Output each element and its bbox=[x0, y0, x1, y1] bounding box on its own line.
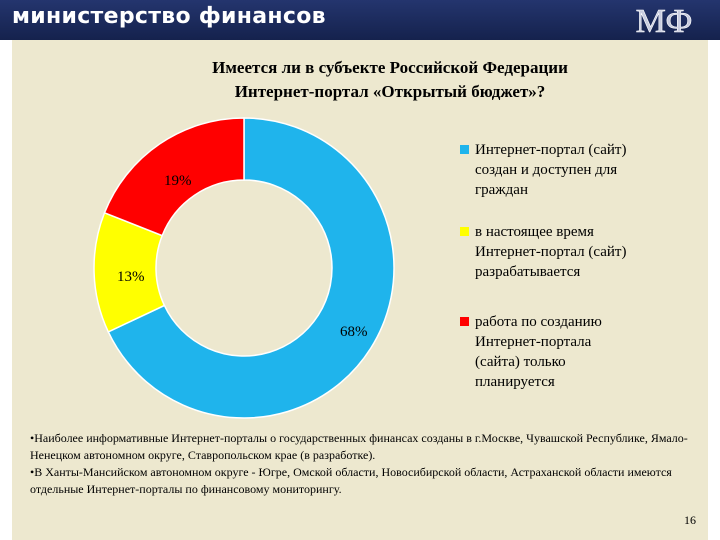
header-bar: министерство финансов МФ bbox=[0, 0, 720, 40]
legend-label-line: (сайта) только bbox=[475, 354, 566, 370]
legend-label: Интернет-портал (сайт) создан и доступен … bbox=[475, 140, 690, 200]
note-2: •В Ханты-Мансийском автономном округе - … bbox=[30, 465, 672, 496]
legend-label-line: Интернет-портала bbox=[475, 334, 592, 350]
slice-label-1: 68% bbox=[340, 324, 368, 340]
slice-label-3: 19% bbox=[164, 173, 192, 189]
slide-title: Имеется ли в субъекте Российской Федерац… bbox=[0, 56, 720, 104]
legend-swatch bbox=[460, 317, 469, 326]
doughnut-slice-1 bbox=[107, 117, 395, 419]
doughnut-slice-3 bbox=[103, 117, 245, 237]
note-1: •Наиболее информативные Интернет-порталы… bbox=[30, 431, 688, 462]
legend-label-line: создан и доступен для bbox=[475, 162, 618, 178]
title-line-1: Имеется ли в субъекте Российской Федерац… bbox=[212, 58, 568, 77]
legend-label-line: Интернет-портал (сайт) bbox=[475, 244, 627, 260]
legend-label: в настоящее время Интернет-портал (сайт) р… bbox=[475, 222, 690, 282]
legend-label-line: граждан bbox=[475, 182, 528, 198]
legend-label: работа по созданию Интернет-портала (сайта… bbox=[475, 312, 690, 392]
ministry-logo-icon: МФ bbox=[635, 3, 693, 38]
page-number: 16 bbox=[684, 513, 696, 527]
legend-swatch bbox=[460, 145, 469, 154]
title-line-2: Интернет-портал «Открытый бюджет»? bbox=[234, 82, 546, 101]
slice-label-2: 13% bbox=[117, 269, 145, 285]
slide-notes: •Наиболее информативные Интернет-порталы… bbox=[30, 430, 702, 498]
legend-label-line: Интернет-портал (сайт) bbox=[475, 142, 627, 158]
svg-text:МФ: МФ bbox=[636, 3, 693, 38]
ministry-name: министерство финансов bbox=[12, 4, 326, 29]
legend-label-line: разрабатывается bbox=[475, 264, 581, 280]
legend-swatch bbox=[460, 227, 469, 236]
legend-label-line: работа по созданию bbox=[475, 314, 602, 330]
legend-label-line: планируется bbox=[475, 374, 555, 390]
legend-label-line: в настоящее время bbox=[475, 224, 594, 240]
